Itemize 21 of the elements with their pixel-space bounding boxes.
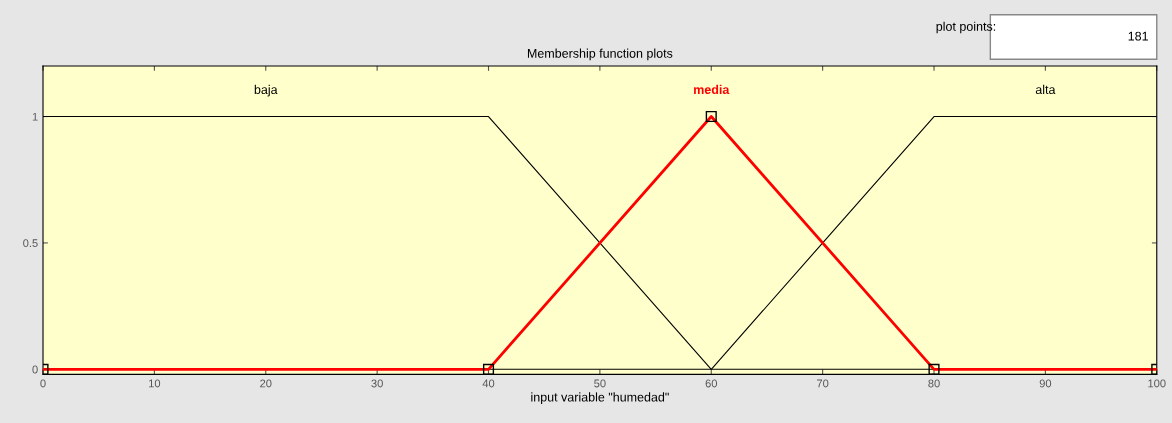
series-label: baja <box>254 84 278 97</box>
x-axis-title: input variable "humedad" <box>531 392 669 404</box>
x-tick-label: 10 <box>149 379 161 388</box>
text: 181 <box>1128 31 1148 41</box>
x-tick-label: 20 <box>260 379 272 388</box>
x-tick-label: 50 <box>594 379 606 388</box>
x-tick-label: 80 <box>928 379 940 388</box>
x-tick-label: 30 <box>371 379 383 388</box>
series-label: media <box>694 84 730 95</box>
x-tick-label: 90 <box>1039 379 1052 388</box>
y-tick-label: 1 <box>32 112 38 121</box>
text: plot points: <box>936 21 996 34</box>
x-tick-label: 60 <box>705 379 718 388</box>
x-tick-label: 100 <box>1148 379 1166 388</box>
series-label: alta <box>1035 84 1056 95</box>
x-tick-label: 40 <box>482 379 495 388</box>
y-tick-label: 0.5 <box>23 239 38 248</box>
x-tick-label: 70 <box>817 379 829 388</box>
chart-title: Membership function plots <box>527 48 673 61</box>
x-tick-label: 0 <box>40 379 46 388</box>
y-tick-label: 0 <box>32 365 38 374</box>
